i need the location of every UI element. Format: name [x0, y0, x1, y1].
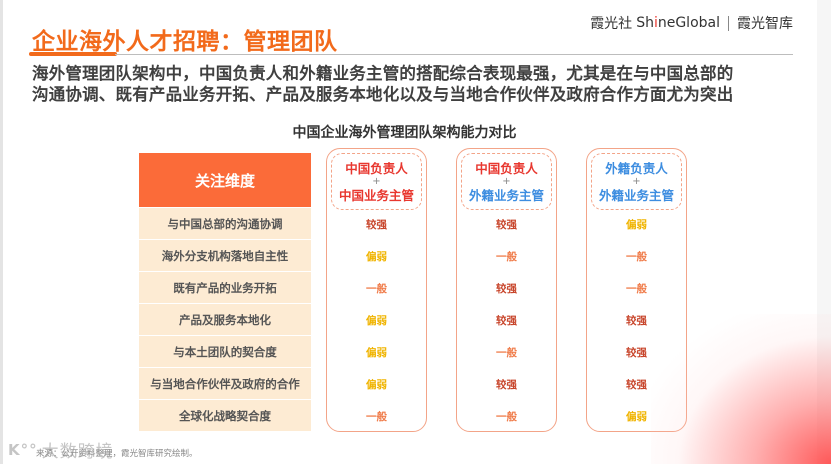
- combo-manager: 中国业务主管: [338, 187, 414, 203]
- rating-cell: 一般: [496, 250, 517, 263]
- combo-column-foreign-foreign: 外籍负责人 + 外籍业务主管 偏弱 一般 一般 较强 较强 较强 偏弱: [586, 148, 687, 432]
- rating-cell: 偏弱: [366, 378, 387, 391]
- combo-values: 较强 一般 较强 较强 一般 较强 一般: [457, 208, 556, 432]
- dimension-row: 与当地合作伙伴及政府的合作: [139, 368, 311, 399]
- combo-values: 较强 偏弱 一般 偏弱 偏弱 偏弱 一般: [327, 208, 426, 432]
- dimension-column: 关注维度 与中国总部的沟通协调 海外分支机构落地自主性 既有产品的业务开拓 产品…: [139, 153, 311, 431]
- rating-cell: 偏弱: [626, 410, 647, 423]
- slide-title: 企业海外人才招聘：管理团队: [32, 29, 338, 55]
- dimension-row: 海外分支机构落地自主性: [139, 240, 311, 271]
- brand-en-part: neGlobal: [657, 15, 720, 31]
- plus-sign: +: [372, 175, 381, 187]
- header-divider: [115, 54, 793, 55]
- plus-sign: +: [632, 175, 641, 187]
- dimension-header: 关注维度: [139, 153, 311, 207]
- dimension-row: 产品及服务本地化: [139, 304, 311, 335]
- combo-header: 外籍负责人 + 外籍业务主管: [591, 153, 682, 210]
- rating-cell: 偏弱: [366, 250, 387, 263]
- rating-cell: 较强: [626, 378, 647, 391]
- dimension-row: 全球化战略契合度: [139, 400, 311, 431]
- rating-cell: 较强: [496, 282, 517, 295]
- chart-title: 中国企业海外管理团队架构能力对比: [292, 125, 517, 141]
- dimension-row: 既有产品的业务开拓: [139, 272, 311, 303]
- rating-cell: 较强: [626, 346, 647, 359]
- combo-header: 中国负责人 + 中国业务主管: [331, 153, 422, 210]
- combo-values: 偏弱 一般 一般 较强 较强 较强 偏弱: [587, 208, 686, 432]
- rating-cell: 一般: [496, 346, 517, 359]
- rating-cell: 较强: [626, 314, 647, 327]
- rating-cell: 较强: [496, 218, 517, 231]
- brand-logo: 霞光社 ShineGlobal 霞光智库: [590, 13, 793, 33]
- rating-cell: 较强: [496, 378, 517, 391]
- rating-cell: 偏弱: [626, 218, 647, 231]
- brand-en-accent: i: [653, 15, 658, 31]
- watermark-logo-icon: K°°: [8, 440, 38, 459]
- rating-cell: 一般: [496, 410, 517, 423]
- combo-lead: 中国负责人: [475, 160, 538, 176]
- combo-lead: 中国负责人: [345, 160, 408, 176]
- watermark: K°° 大数跨境: [8, 437, 114, 463]
- source-note: 来源：公开资料整理，霞光智库研究绘制。: [36, 449, 198, 459]
- left-edge: [0, 0, 3, 464]
- brand-name-cn: 霞光社: [590, 16, 633, 32]
- rating-cell: 一般: [366, 410, 387, 423]
- brand-sub: 霞光智库: [737, 16, 793, 32]
- plus-sign: +: [502, 175, 511, 187]
- combo-manager: 外籍业务主管: [468, 187, 544, 203]
- rating-cell: 一般: [626, 250, 647, 263]
- combo-header: 中国负责人 + 外籍业务主管: [461, 153, 552, 210]
- combo-column-cn-cn: 中国负责人 + 中国业务主管 较强 偏弱 一般 偏弱 偏弱 偏弱 一般: [326, 148, 427, 432]
- brand-en-part: Sh: [636, 15, 654, 31]
- subtitle-line-2: 沟通协调、既有产品业务开拓、产品及服务本地化以及与当地合作伙伴及政府合作方面尤为…: [32, 85, 734, 104]
- subtitle-line-1: 海外管理团队架构中，中国负责人和外籍业务主管的搭配综合表现最强，尤其是在与中国总…: [32, 64, 734, 83]
- rating-cell: 一般: [366, 282, 387, 295]
- rating-cell: 较强: [496, 314, 517, 327]
- subtitle: 海外管理团队架构中，中国负责人和外籍业务主管的搭配综合表现最强，尤其是在与中国总…: [32, 63, 802, 105]
- rating-cell: 偏弱: [366, 314, 387, 327]
- watermark-text: 大数跨境: [41, 442, 114, 462]
- dimension-row: 与本土团队的契合度: [139, 336, 311, 367]
- combo-column-cn-foreign: 中国负责人 + 外籍业务主管 较强 一般 较强 较强 一般 较强 一般: [456, 148, 557, 432]
- right-edge: [817, 0, 831, 464]
- combo-manager: 外籍业务主管: [598, 187, 674, 203]
- brand-name-en: ShineGlobal: [636, 15, 720, 31]
- rating-cell: 偏弱: [366, 346, 387, 359]
- brand-separator: [728, 15, 729, 31]
- combo-lead: 外籍负责人: [605, 160, 668, 176]
- rating-cell: 一般: [626, 282, 647, 295]
- rating-cell: 较强: [366, 218, 387, 231]
- title-underline-accent: [29, 52, 117, 56]
- dimension-row: 与中国总部的沟通协调: [139, 208, 311, 239]
